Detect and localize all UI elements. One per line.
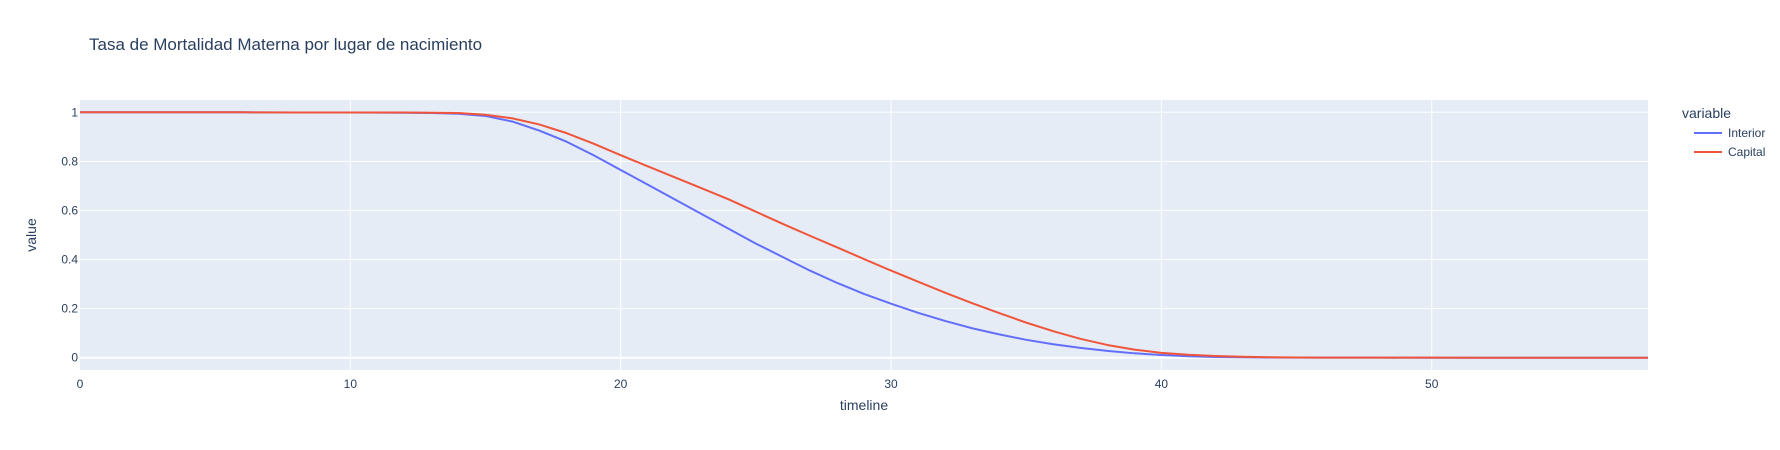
legend[interactable]: variable Interior Capital	[1682, 105, 1765, 159]
y-axis-title: value	[23, 218, 39, 252]
y-tick-label: 0	[71, 351, 78, 365]
y-tick-label: 1	[71, 105, 78, 119]
plot-area	[80, 100, 1648, 370]
x-axis: 0 10 20 30 40 50	[77, 377, 1439, 391]
legend-item-interior[interactable]: Interior	[1694, 126, 1765, 140]
legend-label: Interior	[1728, 126, 1765, 140]
x-tick-label: 50	[1425, 377, 1439, 391]
legend-label: Capital	[1728, 145, 1765, 159]
series-line-capital	[80, 111, 1648, 359]
y-tick-label: 0.6	[61, 203, 78, 217]
y-tick-label: 0.4	[61, 253, 78, 267]
x-tick-label: 0	[77, 377, 84, 391]
legend-item-capital[interactable]: Capital	[1694, 145, 1765, 159]
legend-title: variable	[1682, 105, 1731, 121]
x-tick-label: 10	[344, 377, 358, 391]
y-tick-label: 0.8	[61, 154, 78, 168]
chart-title: Tasa de Mortalidad Materna por lugar de …	[89, 35, 482, 54]
x-axis-title: timeline	[840, 397, 888, 413]
y-axis: 0 0.2 0.4 0.6 0.8 1	[61, 105, 78, 364]
y-tick-label: 0.2	[61, 302, 78, 316]
x-tick-label: 20	[614, 377, 628, 391]
x-tick-label: 40	[1155, 377, 1169, 391]
series-layer	[80, 111, 1648, 359]
x-tick-label: 30	[884, 377, 898, 391]
